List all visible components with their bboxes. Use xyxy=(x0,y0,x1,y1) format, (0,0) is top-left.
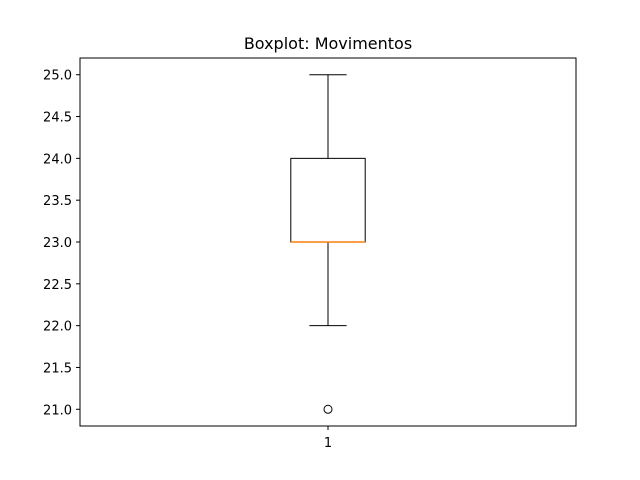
y-tick-label: 22.0 xyxy=(43,320,72,335)
x-tick-label: 1 xyxy=(324,436,332,451)
y-tick-label: 24.5 xyxy=(43,111,72,126)
y-tick-label: 21.0 xyxy=(43,403,72,418)
y-tick-label: 24.0 xyxy=(43,152,72,167)
outlier-point xyxy=(323,404,333,414)
y-tick-label: 21.5 xyxy=(43,361,72,376)
y-axis: 21.0 21.5 22.0 22.5 23.0 23.5 24.0 24.5 25.0 xyxy=(43,69,80,418)
y-tick-label: 22.5 xyxy=(43,278,72,293)
y-tick-label: 23.0 xyxy=(43,236,72,251)
iqr-box xyxy=(290,157,366,243)
y-tick-label: 25.0 xyxy=(43,69,72,84)
y-tick-label: 23.5 xyxy=(43,194,72,209)
chart-title: Boxplot: Movimentos xyxy=(244,34,412,53)
x-axis: 1 xyxy=(324,426,332,451)
box-group xyxy=(290,74,366,414)
